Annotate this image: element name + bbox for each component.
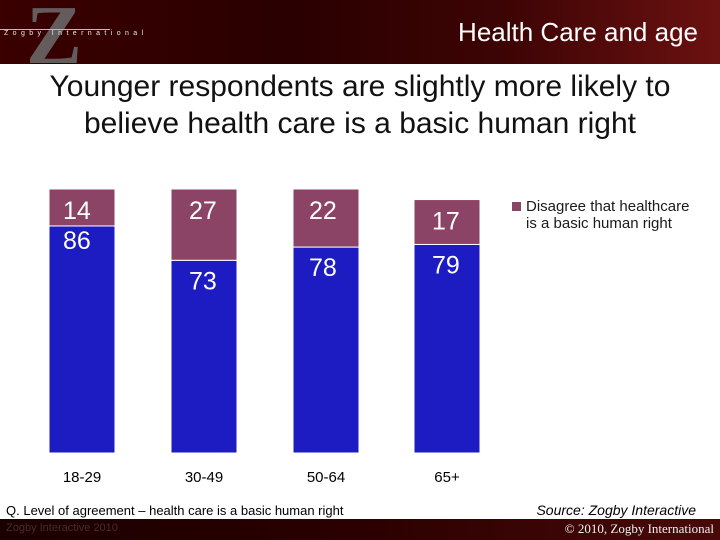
value-label-disagree-30-49: 27: [189, 197, 217, 225]
copyright-text: © 2010, Zogby International: [564, 521, 714, 536]
legend-swatch-disagree: [512, 202, 521, 211]
question-note: Q. Level of agreement – health care is a…: [6, 503, 344, 518]
bar-disagree-50-64: [292, 188, 360, 248]
bar-agree-18-29: [48, 225, 116, 454]
category-label-30-49: 30-49: [185, 469, 223, 486]
value-label-disagree-50-64: 22: [309, 197, 337, 225]
bar-agree-30-49: [170, 259, 238, 454]
bar-disagree-65+: [413, 199, 481, 245]
category-label-18-29: 18-29: [63, 469, 101, 486]
bar-agree-50-64: [292, 246, 360, 454]
slide-title-line-1: Younger respondents are slightly more li…: [49, 70, 671, 103]
category-label-50-64: 50-64: [307, 469, 345, 486]
footer-bar: Zogby Interactive 2010 © 2010, Zogby Int…: [0, 519, 720, 540]
header-bar: Z Zogby International Health Care and ag…: [0, 0, 720, 78]
header-title: Health Care and age: [458, 17, 698, 47]
zogby-logo-text: Zogby International: [4, 30, 148, 37]
bar-agree-65+: [413, 243, 481, 454]
zogby-logo-letter: Z: [26, 0, 83, 82]
slide-title: Younger respondents are slightly more li…: [0, 68, 720, 142]
logo-rule: [0, 29, 110, 30]
value-label-agree-30-49: 73: [189, 267, 217, 295]
value-label-agree-50-64: 78: [309, 254, 337, 282]
value-label-agree-65+: 79: [432, 251, 460, 279]
source-note: Source: Zogby Interactive: [536, 502, 696, 518]
chart-legend: Disagree that healthcare is a basic huma…: [512, 198, 702, 232]
value-label-agree-18-29: 86: [63, 227, 91, 255]
value-label-disagree-65+: 17: [432, 208, 460, 236]
bar-disagree-18-29: [48, 188, 116, 227]
category-label-65+: 65+: [434, 469, 460, 486]
footer-ghost-text: Zogby Interactive 2010: [6, 522, 118, 534]
slide-title-line-2: believe health care is a basic human rig…: [84, 107, 636, 140]
value-label-disagree-18-29: 14: [63, 197, 91, 225]
bar-disagree-30-49: [170, 188, 238, 261]
legend-label-disagree: Disagree that healthcare is a basic huma…: [526, 198, 690, 232]
